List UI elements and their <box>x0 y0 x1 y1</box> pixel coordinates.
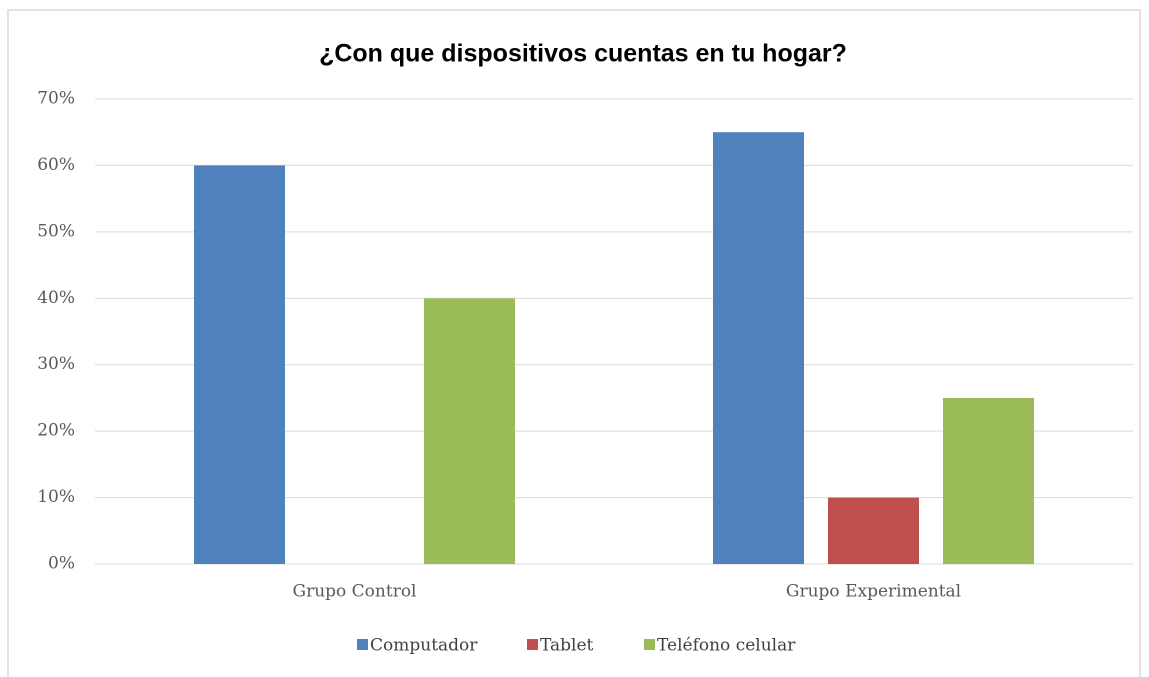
chart-title: ¿Con que dispositivos cuentas en tu hoga… <box>319 40 847 68</box>
bar <box>713 132 804 564</box>
y-tick-label: 40% <box>37 288 75 308</box>
x-tick-label: Grupo Experimental <box>786 582 961 602</box>
legend-swatch <box>357 639 368 650</box>
legend-label: Computador <box>370 636 478 656</box>
y-tick-label: 10% <box>37 487 75 507</box>
y-tick-label: 30% <box>37 354 75 374</box>
bar <box>828 497 919 564</box>
x-tick-label: Grupo Control <box>293 582 417 602</box>
legend-swatch <box>527 639 538 650</box>
y-tick-label: 70% <box>37 89 75 109</box>
y-tick-label: 0% <box>48 554 75 574</box>
bar <box>424 298 515 564</box>
bar <box>943 397 1034 564</box>
y-tick-label: 60% <box>37 155 75 175</box>
legend-swatch <box>644 639 655 650</box>
chart-frame <box>7 9 1141 677</box>
legend-label: Tablet <box>540 636 594 656</box>
y-tick-label: 50% <box>37 221 75 241</box>
legend-label: Teléfono celular <box>657 636 796 656</box>
y-tick-label: 20% <box>37 421 75 441</box>
bar <box>194 165 285 564</box>
